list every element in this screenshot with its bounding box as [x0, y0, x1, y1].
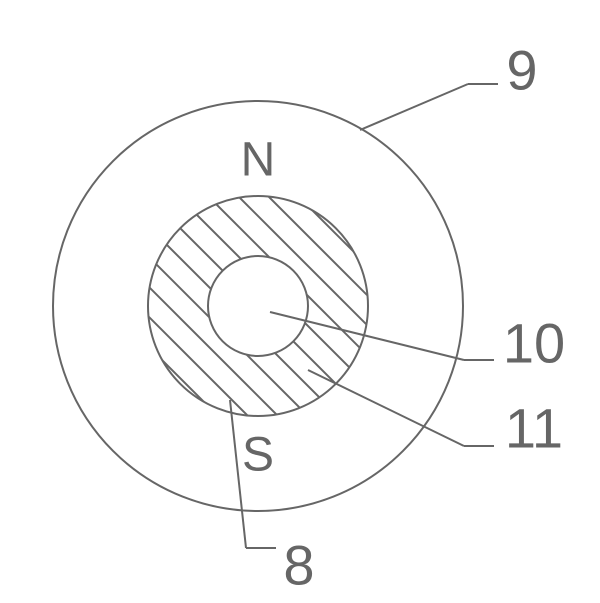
- leader-line-9: [360, 84, 468, 130]
- hatch-line: [138, 186, 378, 426]
- hatch-line: [138, 6, 378, 246]
- diagram-canvas: N S 9 10 11 8: [0, 0, 600, 603]
- hatch-line: [138, 156, 378, 396]
- north-pole-label: N: [241, 134, 276, 187]
- callout-number-11: 11: [505, 397, 563, 460]
- hatch-line: [138, 96, 378, 336]
- callout-number-10: 10: [503, 312, 565, 375]
- callout-number-8: 8: [283, 534, 314, 597]
- hatch-line: [138, 396, 378, 603]
- callouts-group: 9 10 11 8: [230, 39, 565, 597]
- callout-number-9: 9: [506, 39, 537, 102]
- hatch-line: [138, 216, 378, 456]
- leader-line-11: [308, 370, 464, 446]
- south-pole-label: S: [242, 429, 274, 482]
- hatched-region: [138, 0, 378, 603]
- hatch-line: [138, 366, 378, 603]
- inner-ring: [208, 256, 308, 356]
